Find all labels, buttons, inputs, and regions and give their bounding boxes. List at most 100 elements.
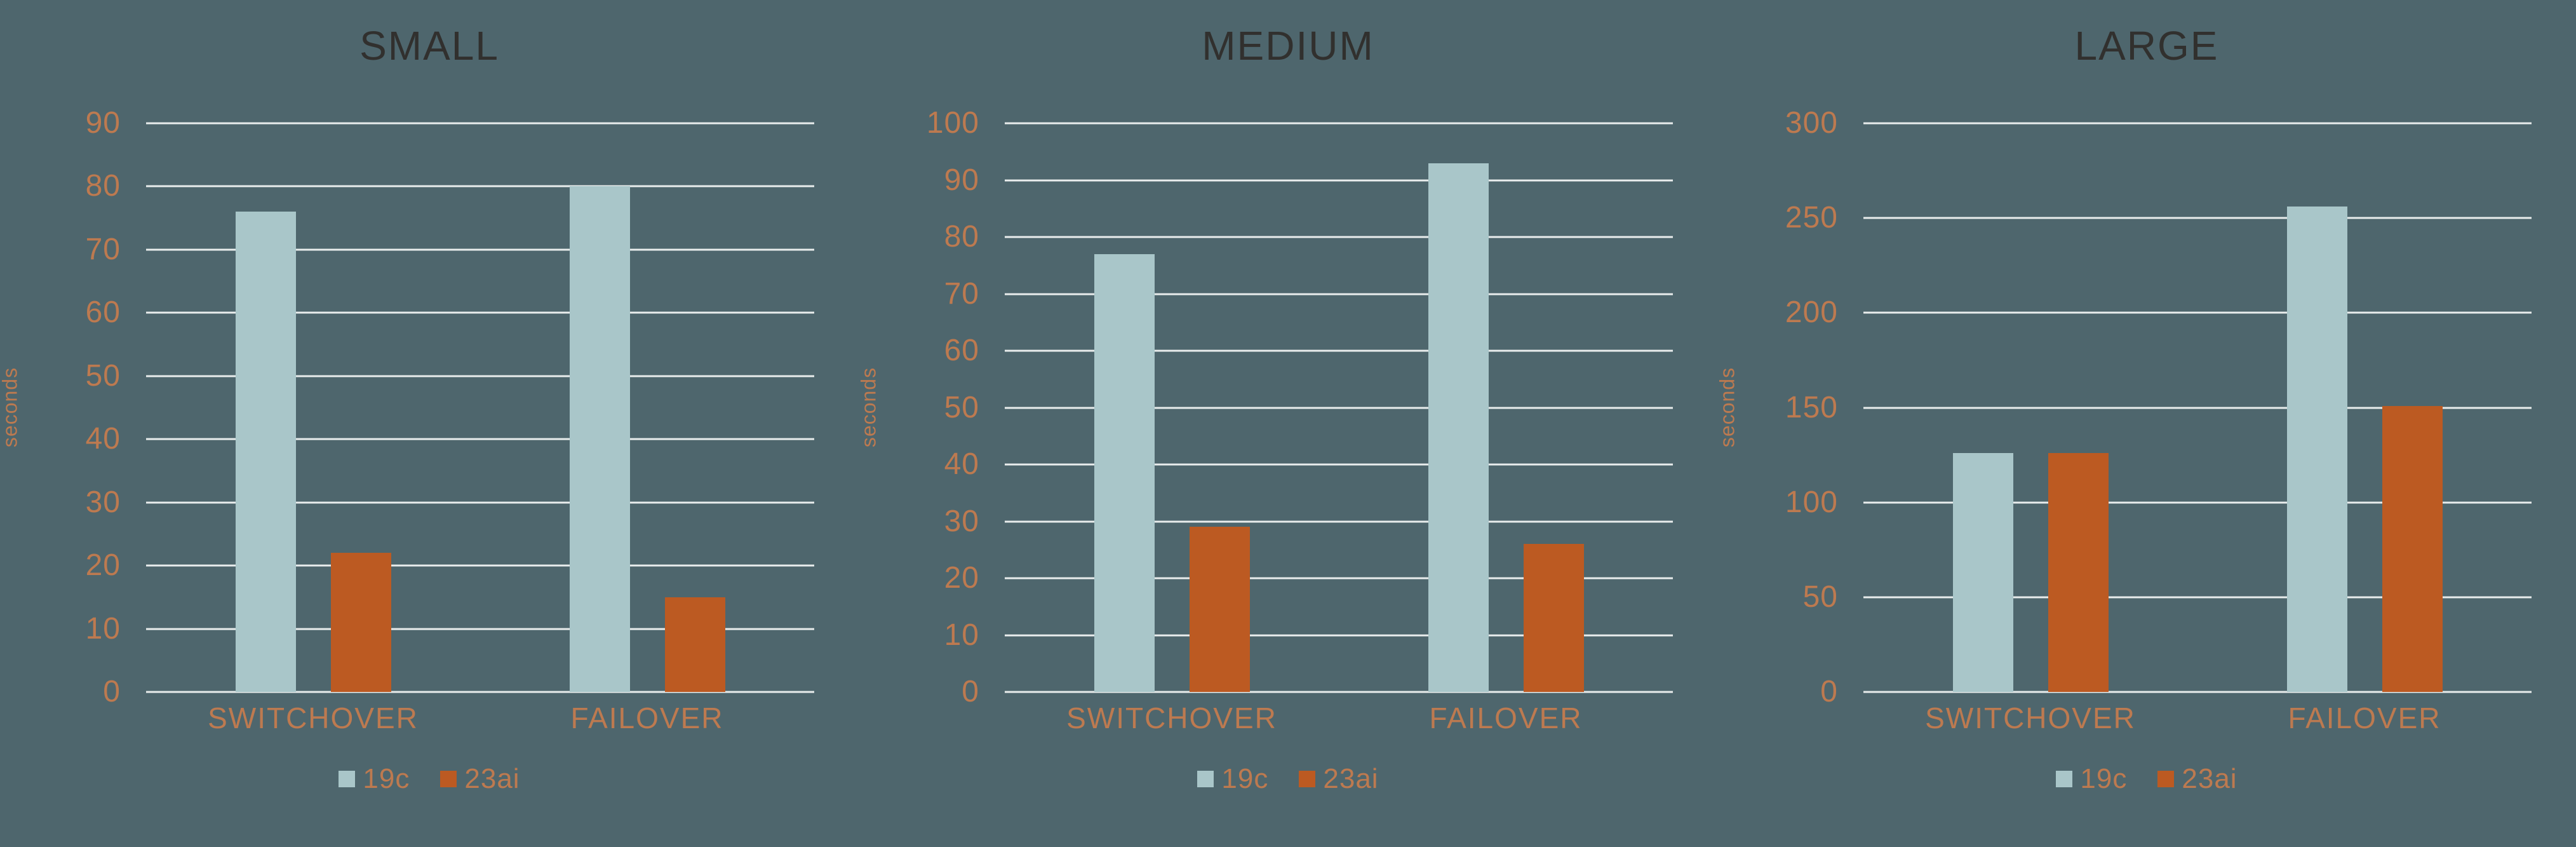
gridline xyxy=(146,311,814,314)
plot-area xyxy=(146,122,814,693)
legend-label-19c: 19c xyxy=(2080,763,2128,794)
bar-group-failover xyxy=(2197,123,2532,692)
plot-column: SWITCHOVER FAILOVER xyxy=(146,122,814,735)
y-tick-label: 200 xyxy=(1785,295,1838,330)
x-category-label: SWITCHOVER xyxy=(208,701,419,735)
gridline xyxy=(1005,520,1673,522)
legend-item-19c: 19c xyxy=(2056,763,2127,795)
y-tick-label: 40 xyxy=(944,447,979,481)
y-tick-label: 20 xyxy=(944,561,979,595)
y-tick-label: 50 xyxy=(85,358,121,393)
gridline xyxy=(1005,691,1673,693)
y-tick-label: 0 xyxy=(103,675,121,708)
plot-column: SWITCHOVER FAILOVER xyxy=(1005,122,1673,735)
legend-swatch-19c xyxy=(339,771,356,787)
y-tick-label: 40 xyxy=(85,422,121,456)
legend-swatch-23ai xyxy=(1299,771,1316,787)
plot-area xyxy=(1005,122,1673,693)
y-tick-label: 50 xyxy=(1802,579,1838,614)
chart-body: seconds 0 50 100 150 200 250 300 SWITCHOVER FAI… xyxy=(1715,108,2576,735)
bar-19c-switchover xyxy=(1952,453,2013,692)
gridline xyxy=(1863,407,2532,409)
x-category-label: FAILOVER xyxy=(1429,701,1583,735)
gridline xyxy=(1863,691,2532,693)
gridline xyxy=(146,122,814,125)
y-tick-label: 10 xyxy=(85,611,121,646)
x-axis-labels: SWITCHOVER FAILOVER xyxy=(1863,701,2532,735)
bar-23ai-switchover xyxy=(1189,527,1250,692)
gridline xyxy=(1005,236,1673,238)
bar-19c-failover xyxy=(2286,207,2347,692)
y-tick-label: 10 xyxy=(944,618,979,652)
gridline xyxy=(1005,577,1673,579)
legend-item-23ai: 23ai xyxy=(1299,763,1378,795)
y-tick-label: 80 xyxy=(944,220,979,254)
y-axis: 0 10 20 30 40 50 60 70 80 90 100 xyxy=(897,108,979,707)
x-category-label: FAILOVER xyxy=(2288,701,2441,735)
y-tick-label: 0 xyxy=(1820,675,1838,708)
chart-body: seconds 0 10 20 30 40 50 60 70 80 90 100 SWITCHOVE… xyxy=(857,108,1717,735)
legend-item-23ai: 23ai xyxy=(2157,763,2237,795)
y-axis: 0 10 20 30 40 50 60 70 80 90 xyxy=(38,108,121,707)
y-tick-label: 90 xyxy=(944,163,979,197)
gridline xyxy=(1863,501,2532,504)
y-tick-label: 300 xyxy=(1785,106,1838,140)
y-tick-label: 150 xyxy=(1785,390,1838,424)
gridline xyxy=(1005,179,1673,181)
legend-swatch-19c xyxy=(2056,771,2073,787)
gridline xyxy=(1005,463,1673,466)
chart-title: LARGE xyxy=(2074,23,2219,69)
chart-title: MEDIUM xyxy=(1202,23,1374,69)
bar-19c-failover xyxy=(569,186,630,692)
y-axis-title: seconds xyxy=(857,367,880,448)
gridline xyxy=(1863,596,2532,599)
gridline xyxy=(1005,122,1673,125)
chart-panel-large: LARGE seconds 0 50 100 150 200 250 300 SWITCHO… xyxy=(1715,0,2576,847)
bars-layer xyxy=(146,123,814,692)
x-category-label: FAILOVER xyxy=(570,701,724,735)
bar-group-switchover xyxy=(1863,123,2197,692)
legend-item-19c: 19c xyxy=(339,763,410,795)
plot-area xyxy=(1863,122,2532,693)
bar-group-failover xyxy=(1339,123,1673,692)
gridline xyxy=(146,438,814,440)
y-tick-label: 0 xyxy=(962,675,979,708)
gridline xyxy=(146,375,814,377)
y-tick-label: 100 xyxy=(1785,485,1838,519)
legend-swatch-23ai xyxy=(2157,771,2175,787)
bar-19c-switchover xyxy=(235,212,296,692)
y-tick-label: 70 xyxy=(85,232,121,266)
plot-column: SWITCHOVER FAILOVER xyxy=(1863,122,2532,735)
y-axis-title: seconds xyxy=(1715,367,1739,448)
gridline xyxy=(1005,293,1673,295)
gridline xyxy=(146,564,814,567)
y-tick-label: 30 xyxy=(85,485,121,519)
y-tick-label: 250 xyxy=(1785,201,1838,235)
bar-23ai-failover xyxy=(2382,405,2443,692)
legend: 19c 23ai xyxy=(859,763,1717,795)
y-tick-label: 20 xyxy=(85,548,121,583)
legend-label-19c: 19c xyxy=(1221,763,1269,794)
gridline xyxy=(1863,217,2532,219)
legend-label-23ai: 23ai xyxy=(2182,763,2237,794)
gridline xyxy=(1863,311,2532,314)
x-category-label: SWITCHOVER xyxy=(1066,701,1277,735)
legend-label-23ai: 23ai xyxy=(1323,763,1379,794)
gridline xyxy=(146,628,814,630)
y-tick-label: 80 xyxy=(85,169,121,203)
y-tick-label: 70 xyxy=(944,276,979,311)
gridline xyxy=(1005,349,1673,352)
y-tick-label: 30 xyxy=(944,504,979,538)
bar-group-switchover xyxy=(146,123,480,692)
chart-panel-medium: MEDIUM seconds 0 10 20 30 40 50 60 70 80 90 100 SW… xyxy=(857,0,1717,847)
bar-group-switchover xyxy=(1005,123,1339,692)
legend: 19c 23ai xyxy=(0,763,859,795)
bar-23ai-failover xyxy=(664,597,725,692)
y-tick-label: 90 xyxy=(85,106,121,140)
bar-23ai-failover xyxy=(1523,544,1584,692)
y-axis: 0 50 100 150 200 250 300 xyxy=(1755,108,1838,707)
x-category-label: SWITCHOVER xyxy=(1925,701,2136,735)
chart-body: seconds 0 10 20 30 40 50 60 70 80 90 SWITCHOVER FA… xyxy=(0,108,859,735)
bar-group-failover xyxy=(480,123,814,692)
